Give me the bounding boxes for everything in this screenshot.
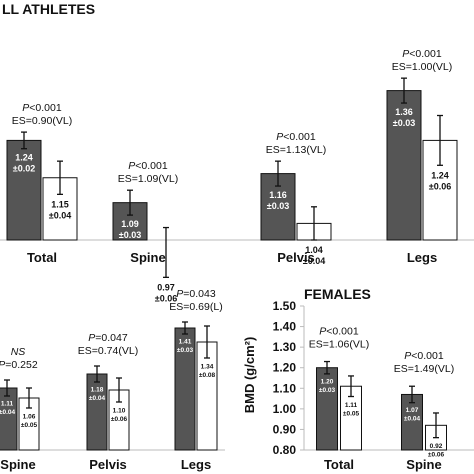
- p-value: P<0.001: [402, 48, 442, 60]
- data-label: 1.34: [201, 364, 214, 371]
- category-label: Spine: [406, 457, 441, 472]
- panel-title: FEMALES: [304, 286, 371, 302]
- data-label: 1.41: [179, 339, 192, 346]
- effect-size: ES=1.00(VL): [392, 61, 452, 73]
- panel-males-partial: 1.11±0.041.06±0.05SpineP=0.252NS1.18±0.0…: [0, 288, 225, 472]
- data-label: ±0.03: [319, 387, 336, 394]
- panel-all-athletes: LL ATHLETES 1.24±0.021.15±0.04TotalES=0.…: [0, 1, 474, 303]
- bar: [6, 139, 42, 241]
- data-label: ±0.06: [155, 293, 177, 303]
- data-label: 1.11: [345, 402, 358, 409]
- panel-females: FEMALES BMD (g/cm²) 0.80 0.90 1.00 1.10 1.20…: [242, 286, 474, 472]
- panel-title: LL ATHLETES: [2, 1, 95, 17]
- y-tick-label: 1.50: [273, 299, 297, 313]
- data-label: 1.04: [305, 245, 323, 255]
- data-label: 1.16: [269, 190, 287, 200]
- data-label: 0.92: [430, 443, 443, 450]
- data-label: ±0.05: [21, 422, 38, 429]
- effect-size: ES=1.06(VL): [309, 339, 369, 351]
- data-label: 1.11: [1, 401, 14, 408]
- data-label: ±0.03: [267, 201, 289, 211]
- p-value: P=0.047: [88, 332, 128, 344]
- data-label: 1.18: [91, 387, 104, 394]
- data-label: 1.36: [395, 107, 413, 117]
- p-value: P<0.001: [128, 160, 168, 172]
- effect-size: ES=1.09(VL): [118, 173, 178, 185]
- y-tick-label: 0.80: [273, 443, 297, 457]
- category-label: Total: [27, 250, 57, 265]
- y-tick-label: 1.40: [273, 320, 297, 334]
- category-label: Legs: [407, 250, 437, 265]
- p-value: P<0.001: [404, 350, 444, 362]
- bar: [0, 387, 18, 451]
- y-tick-label: 1.30: [273, 340, 297, 354]
- data-label: 1.24: [431, 170, 449, 180]
- data-label: 1.20: [321, 378, 334, 385]
- effect-size: ES=0.74(VL): [78, 345, 138, 357]
- p-value: P=0.252: [0, 359, 38, 371]
- p-value: P=0.043: [176, 288, 216, 300]
- y-tick-label: 1.10: [273, 381, 297, 395]
- p-value: P<0.001: [276, 131, 316, 143]
- y-tick-label: 0.90: [273, 422, 297, 436]
- data-label: ±0.06: [428, 452, 445, 459]
- data-label: ±0.08: [199, 372, 216, 379]
- effect-size: ES=1.49(VL): [394, 363, 454, 375]
- category-label: Spine: [130, 250, 165, 265]
- data-label: ±0.06: [111, 416, 128, 423]
- ns-label: NS: [11, 346, 26, 358]
- data-label: ±0.04: [404, 416, 421, 423]
- effect-size: ES=0.90(VL): [12, 115, 72, 127]
- data-label: 1.24: [15, 153, 33, 163]
- data-label: 1.07: [406, 407, 419, 414]
- data-label: 1.06: [23, 414, 36, 421]
- data-label: ±0.04: [89, 395, 106, 402]
- data-label: ±0.06: [429, 181, 451, 191]
- data-label: ±0.05: [343, 411, 360, 418]
- data-label: ±0.04: [0, 409, 15, 416]
- data-label: 1.10: [113, 408, 126, 415]
- bar: [86, 373, 108, 451]
- y-axis-label: BMD (g/cm²): [242, 337, 257, 414]
- y-tick-label: 1.00: [273, 402, 297, 416]
- data-label: 1.09: [121, 219, 139, 229]
- data-label: ±0.03: [119, 230, 141, 240]
- category-label: Pelvis: [277, 250, 315, 265]
- category-label: Total: [324, 457, 354, 472]
- category-label: Legs: [181, 457, 211, 472]
- y-tick-label: 1.20: [273, 361, 297, 375]
- data-label: ±0.04: [49, 210, 71, 220]
- data-label: 1.15: [51, 199, 69, 209]
- data-label: ±0.02: [13, 164, 35, 174]
- data-label: ±0.04: [303, 256, 325, 266]
- data-label: 0.97: [157, 282, 175, 292]
- data-label: ±0.03: [177, 347, 194, 354]
- effect-size: ES=0.69(L): [169, 301, 222, 313]
- data-label: ±0.03: [393, 118, 415, 128]
- category-label: Spine: [0, 457, 35, 472]
- effect-size: ES=1.13(VL): [266, 144, 326, 156]
- p-value: P<0.001: [22, 102, 62, 114]
- category-label: Pelvis: [89, 457, 127, 472]
- p-value: P<0.001: [319, 326, 359, 338]
- bar: [386, 90, 422, 241]
